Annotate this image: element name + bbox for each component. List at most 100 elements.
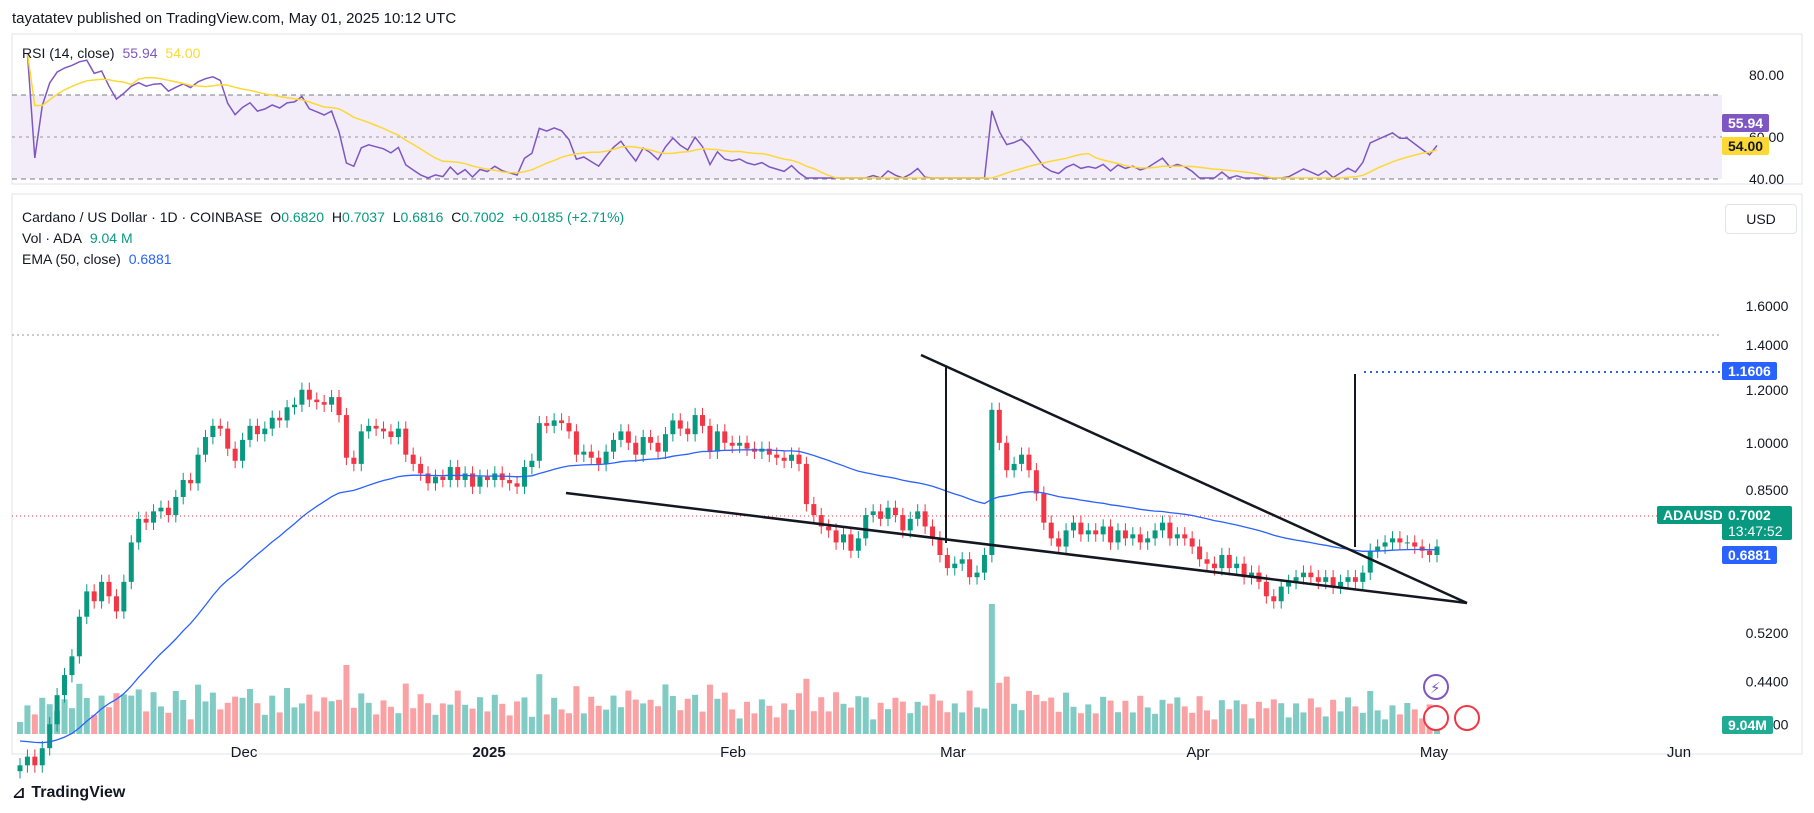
volume-bar <box>966 690 973 734</box>
volume-bar <box>877 702 884 734</box>
candle-body <box>1152 530 1158 539</box>
volume-bar <box>39 697 46 734</box>
currency-button[interactable]: USD <box>1725 204 1797 234</box>
candle-body <box>959 559 965 564</box>
volume-bar <box>336 699 343 734</box>
volume-bar <box>1174 697 1181 734</box>
candle-body <box>1263 581 1269 597</box>
candle-body <box>789 454 795 461</box>
candle-body <box>1182 534 1188 539</box>
candle-body <box>737 442 743 446</box>
volume-bar <box>706 684 713 734</box>
volume-bar <box>1055 711 1062 734</box>
volume-bar <box>870 719 877 734</box>
volume-bar <box>143 711 150 734</box>
volume-bar <box>365 702 372 734</box>
footer-brand: TradingView <box>31 784 126 801</box>
tradingview-logo[interactable]: ⊿ TradingView <box>12 783 125 803</box>
volume-bar <box>1411 709 1418 734</box>
candle-body <box>1056 538 1062 547</box>
volume-bar <box>1233 700 1240 734</box>
volume-bar <box>936 700 943 734</box>
volume-bar <box>766 705 773 734</box>
candle-body <box>1367 550 1373 573</box>
ohlc-h-value: 0.7037 <box>342 209 385 225</box>
candle-body <box>781 457 787 461</box>
event-icon[interactable] <box>1423 674 1449 700</box>
candle-body <box>47 724 53 749</box>
candle-body <box>885 507 891 519</box>
us-flag-icon-2[interactable] <box>1454 705 1480 731</box>
candle-body <box>151 511 157 523</box>
candle-body <box>277 417 283 421</box>
volume-legend[interactable]: Vol · ADA 9.04 M <box>22 230 137 246</box>
candle-body <box>1419 546 1425 551</box>
volume-bar <box>625 690 632 734</box>
rsi-legend[interactable]: RSI (14, close) 55.94 54.00 <box>22 45 204 61</box>
candle-body <box>1167 522 1173 539</box>
candle-body <box>1412 542 1418 547</box>
candle-body <box>1108 526 1114 543</box>
candle-body <box>210 425 216 438</box>
volume-bar <box>506 715 513 734</box>
volume-bar <box>1307 698 1314 734</box>
candle-body <box>692 415 698 435</box>
candle-body <box>254 425 260 435</box>
volume-bar <box>447 704 454 734</box>
volume-bar <box>692 694 699 734</box>
rsi-tick-label: 80.00 <box>1749 67 1784 83</box>
volume-bar <box>180 700 187 734</box>
rsi-ma-badge: 54.00 <box>1722 137 1770 155</box>
volume-bar <box>454 690 461 734</box>
candle-body <box>566 423 572 432</box>
us-flag-icon[interactable] <box>1423 705 1449 731</box>
volume-bar <box>744 701 751 734</box>
candle-body <box>603 451 609 464</box>
volume-bar <box>224 702 231 734</box>
candle-body <box>573 431 579 455</box>
candle-body <box>507 479 513 484</box>
symbol-legend[interactable]: Cardano / US Dollar · 1D · COINBASE O0.6… <box>22 209 628 225</box>
candle-body <box>1352 577 1358 582</box>
volume-bar <box>1352 706 1359 734</box>
candle-body <box>1404 542 1410 544</box>
volume-bar <box>469 708 476 734</box>
volume-bar <box>291 707 298 734</box>
candle-body <box>1427 550 1433 555</box>
candle-body <box>581 451 587 455</box>
candle-body <box>1211 563 1217 569</box>
volume-bar <box>1270 699 1277 734</box>
volume-bar <box>536 674 543 734</box>
volume-bar <box>1337 711 1344 734</box>
volume-bar <box>1063 692 1070 734</box>
ema-legend[interactable]: EMA (50, close) 0.6881 <box>22 251 176 267</box>
volume-bar <box>410 708 417 734</box>
candle-body <box>1197 546 1203 560</box>
volume-bar <box>862 697 869 734</box>
candle-body <box>1375 546 1381 551</box>
candle-body <box>826 526 832 531</box>
candle-body <box>17 765 23 772</box>
ohlc-l-label: L <box>392 209 401 225</box>
volume-bar <box>714 698 721 734</box>
main-pane <box>11 193 1803 755</box>
candle-body <box>314 399 320 403</box>
candle-body <box>685 428 691 435</box>
rsi-tick-label: 40.00 <box>1749 171 1784 187</box>
volume-bar <box>833 692 840 734</box>
candle-body <box>848 534 854 551</box>
volume-bar <box>1389 705 1396 734</box>
candle-body <box>1100 526 1106 535</box>
volume-bar <box>795 693 802 734</box>
volume-bar <box>810 711 817 734</box>
publisher-header: tayatatev published on TradingView.com, … <box>12 10 457 27</box>
candle-body <box>1330 577 1336 587</box>
volume-bar <box>1382 719 1389 734</box>
candle-body <box>1048 522 1054 539</box>
volume-bar <box>165 712 172 734</box>
candle-body <box>477 476 483 487</box>
volume-bar <box>491 694 498 734</box>
volume-bar <box>1159 699 1166 734</box>
candle-body <box>1122 530 1128 539</box>
